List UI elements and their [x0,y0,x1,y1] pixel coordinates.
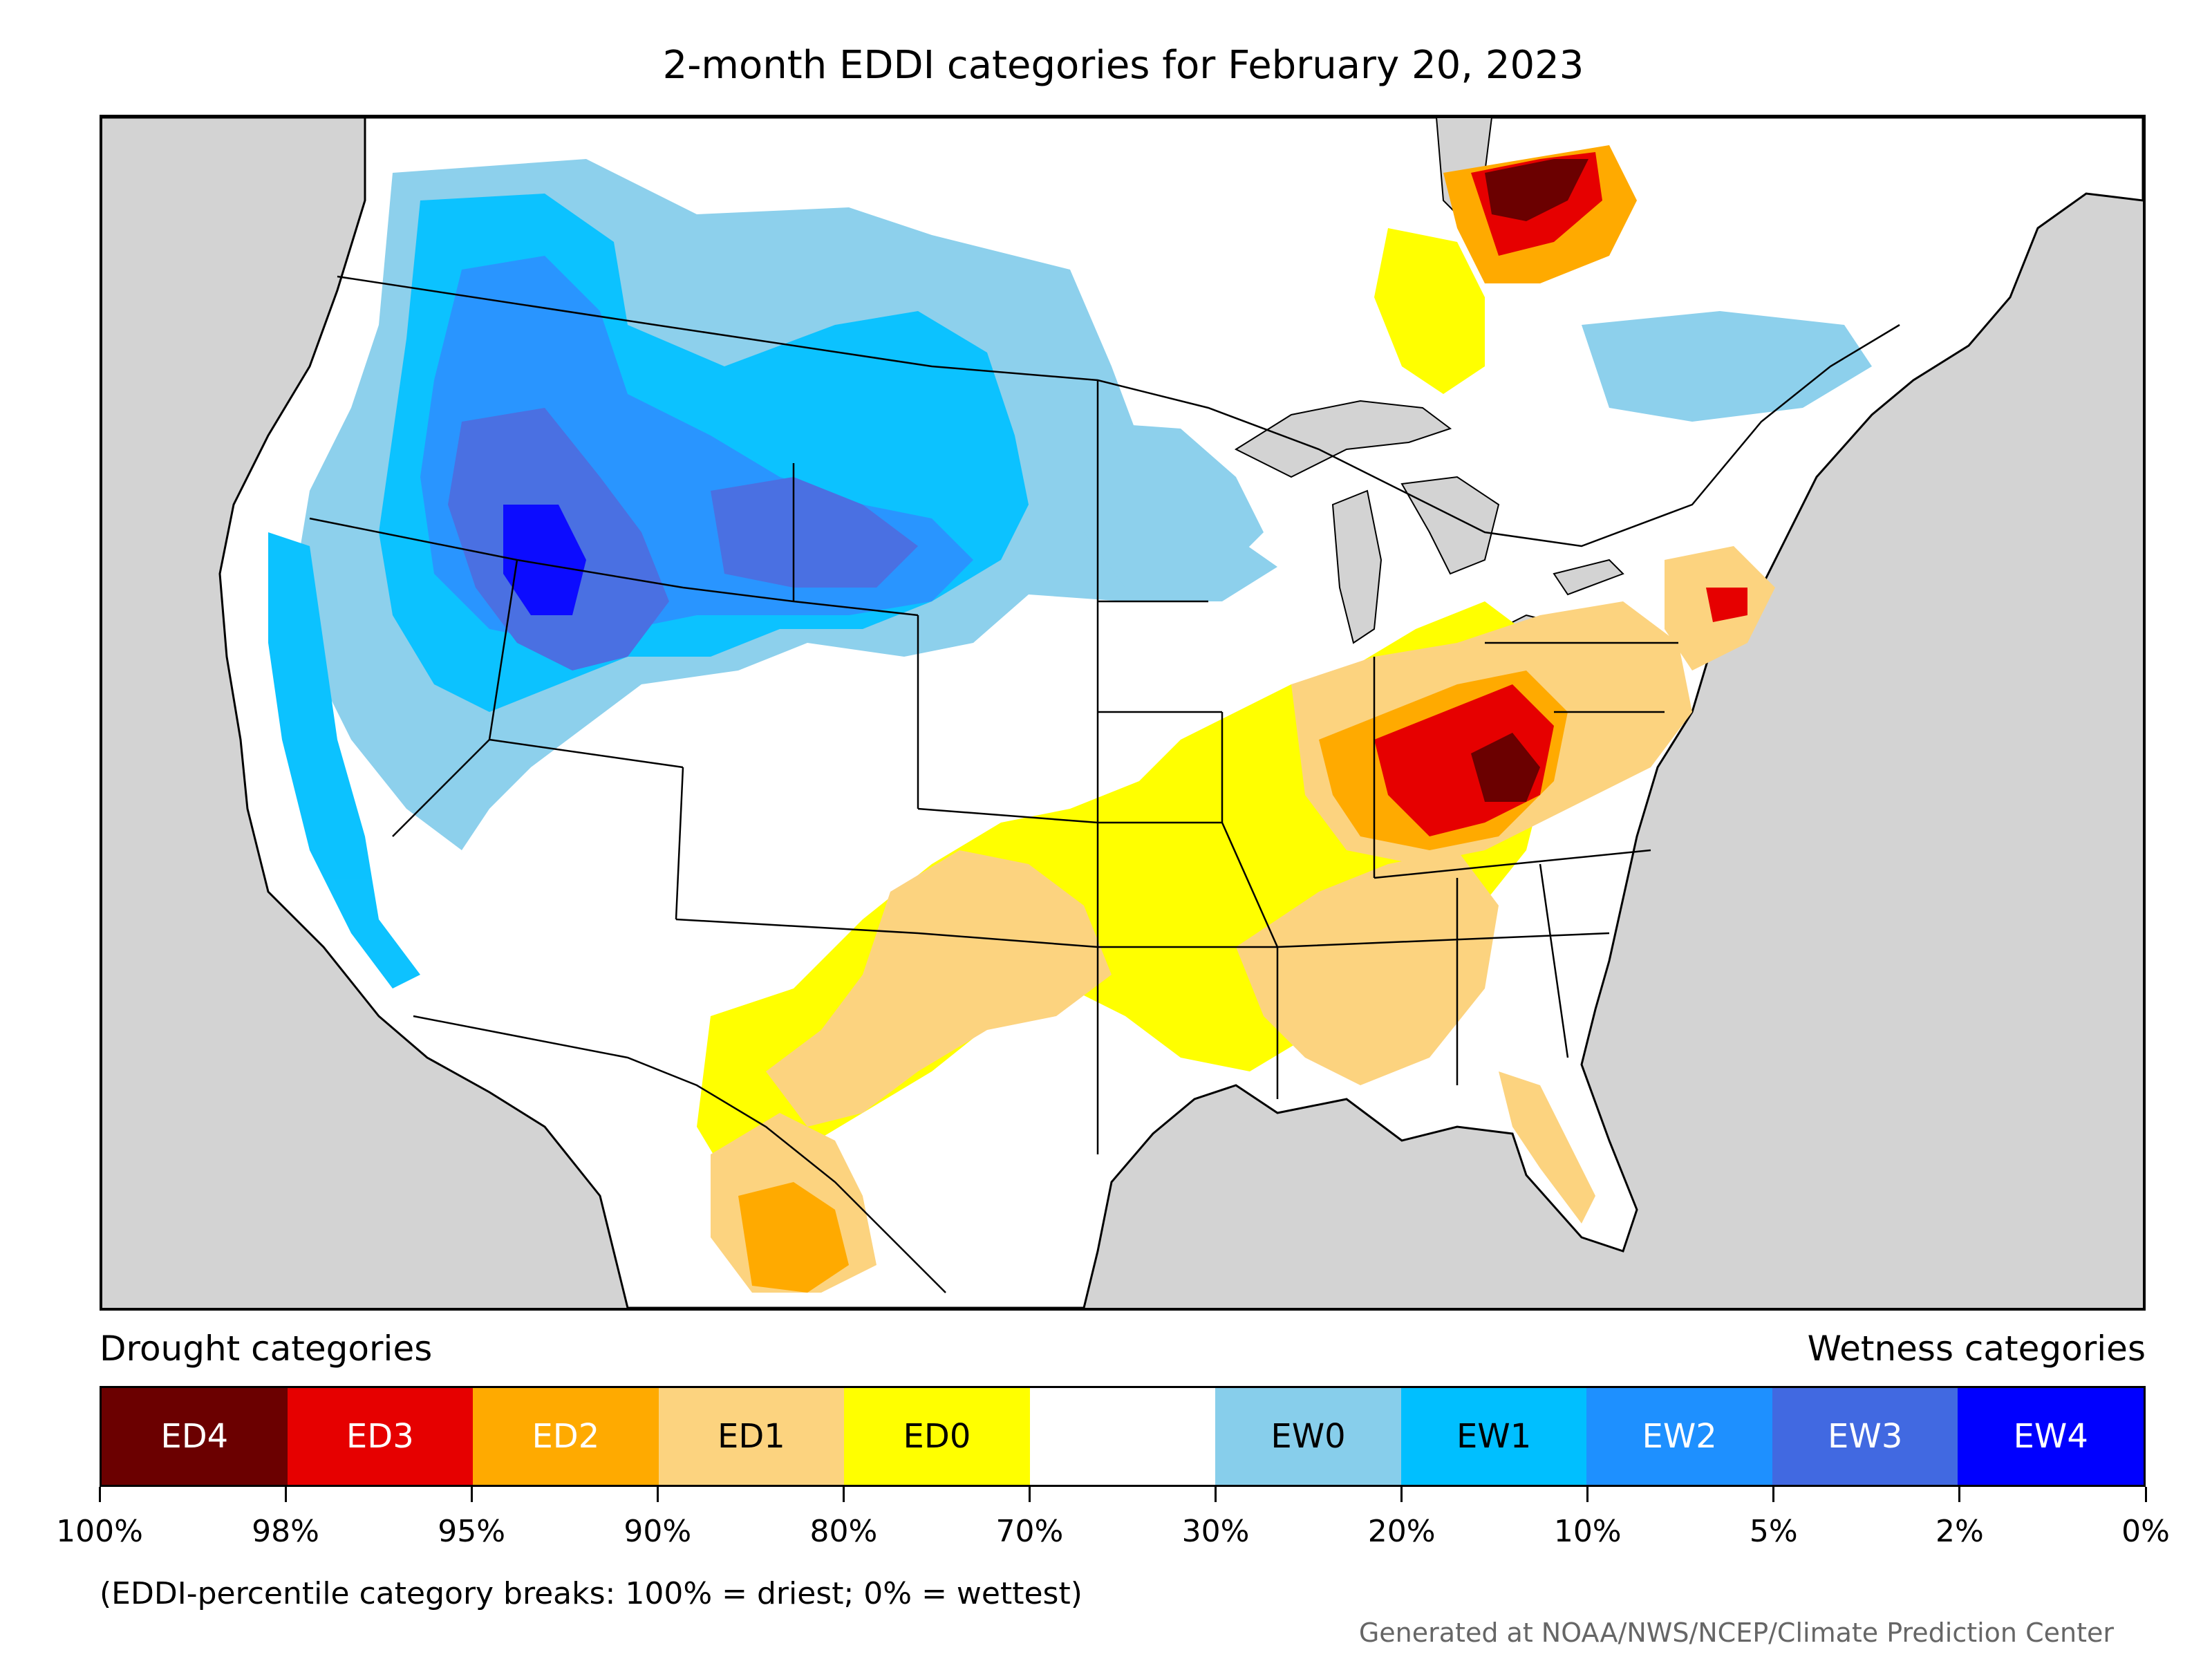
legend-swatch-ed0: ED0 [844,1388,1030,1485]
region-ed1-southeast [1236,850,1499,1085]
legend-swatch-ew4: EW4 [1958,1388,2144,1485]
colorbar-tick [1586,1487,1589,1502]
region-ew0-northeast [1582,311,1872,422]
colorbar-tick-label: 0% [2121,1514,2170,1549]
lake-ontario [1553,559,1624,596]
political-borders [309,275,1900,1293]
legend-swatch-ed4: ED4 [102,1388,288,1485]
colorbar-tick-label: 95% [438,1514,506,1549]
map-title: 2-month EDDI categories for February 20,… [662,43,1584,88]
colorbar-tick [656,1487,659,1502]
state-lines-west [309,463,1098,948]
colorbar-tick-label: 30% [1181,1514,1250,1549]
region-ed4-west-virginia [1471,733,1540,802]
lake-huron [1400,476,1500,575]
colorbar-tick [1772,1487,1775,1502]
credit-line: Generated at NOAA/NWS/NCEP/Climate Predi… [1358,1618,2114,1648]
lake-superior [1234,400,1452,478]
colorbar-tick [1028,1487,1031,1502]
colorbar-tick-label: 2% [1936,1514,1984,1549]
wetness-regions [268,159,1872,988]
colorbar-tick [98,1487,101,1502]
colorbar-tick [1400,1487,1403,1502]
category-breaks-note: (EDDI-percentile category breaks: 100% =… [100,1576,1082,1611]
legend-swatch-ed1: ED1 [658,1388,845,1485]
drought-categories-heading: Drought categories [100,1329,433,1369]
colorbar-tick [842,1487,845,1502]
region-ew4-nevada [503,505,586,615]
colorbar-tick-label: 5% [1749,1514,1798,1549]
region-ed1-florida [1499,1071,1595,1224]
region-ed3-new-england [1706,588,1747,622]
colorbar-tick [470,1487,473,1502]
lake-michigan [1331,489,1382,644]
category-colorbar: ED4 ED3 ED2 ED1 ED0 EW0 EW1 EW2 EW3 EW4 [100,1386,2146,1487]
region-ed2-southwest [738,1182,849,1293]
state-lines-east [1277,641,1678,1085]
colorbar-tick-label: 20% [1367,1514,1436,1549]
colorbar-tick-label: 70% [995,1514,1064,1549]
legend-swatch-ed2: ED2 [473,1388,659,1485]
region-ew1-california-coast [268,532,420,988]
region-ew3-wyoming [711,477,918,588]
colorbar-tick [284,1487,287,1502]
colorbar-tick [1215,1487,1217,1502]
colorbar-tick-label: 98% [252,1514,319,1549]
legend-swatch-ew3: EW3 [1772,1388,1958,1485]
colorbar-ticks [98,1487,2147,1503]
legend-swatch-ew0: EW0 [1215,1388,1401,1485]
us-canada-border [337,275,1900,547]
colorbar-tick-label: 90% [624,1514,692,1549]
eddi-map [100,115,2146,1311]
region-ew0-mn-wi [1084,422,1264,588]
map-svg [102,118,2143,1308]
colorbar-tick [2144,1487,2147,1502]
legend-swatch-normal [1029,1388,1216,1485]
wetness-categories-heading: Wetness categories [1807,1329,2146,1369]
colorbar-tick-label: 100% [56,1514,143,1549]
legend-swatch-ew2: EW2 [1586,1388,1772,1485]
us-mexico-border [413,1015,946,1293]
legend-swatch-ed3: ED3 [287,1388,474,1485]
colorbar-tick [1958,1487,1961,1502]
region-ed1-texas-southwest [766,850,1112,1127]
colorbar-tick-label: 80% [809,1514,878,1549]
drought-regions [697,145,1775,1293]
colorbar-tick-label: 10% [1553,1514,1622,1549]
region-ed0-quebec [1374,228,1485,394]
region-ed4-quebec [1485,159,1588,221]
legend-swatch-ew1: EW1 [1400,1388,1587,1485]
state-lines-central [1096,380,1279,1154]
